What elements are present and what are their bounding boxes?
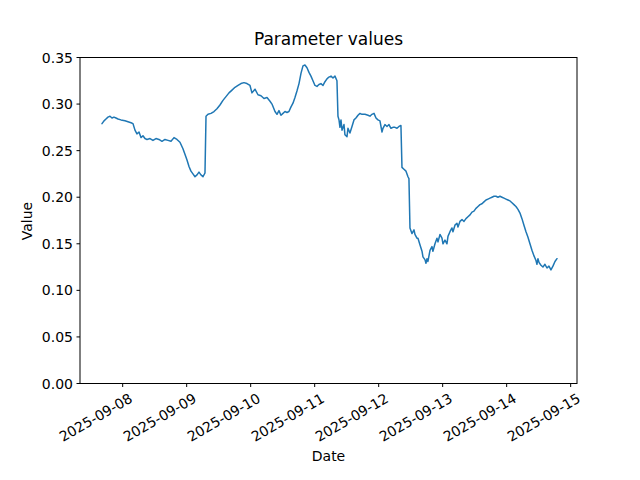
y-tick-label: 0.10 — [42, 283, 73, 297]
y-tick-label: 0.25 — [42, 144, 73, 158]
y-tick-label: 0.15 — [42, 237, 73, 251]
y-tick-label: 0.20 — [42, 190, 73, 204]
series-line — [102, 65, 557, 270]
figure: Parameter values Date Value 0.00 0.05 0.10… — [0, 0, 640, 480]
y-tick-label: 0.35 — [42, 51, 73, 65]
axes-frame — [80, 58, 577, 384]
y-tick-label: 0.00 — [42, 377, 73, 391]
y-tick-label: 0.30 — [42, 97, 73, 111]
y-axis-label: Value — [19, 202, 35, 240]
x-axis-label: Date — [80, 448, 577, 464]
y-tick-label: 0.05 — [42, 330, 73, 344]
chart-title: Parameter values — [80, 29, 577, 49]
